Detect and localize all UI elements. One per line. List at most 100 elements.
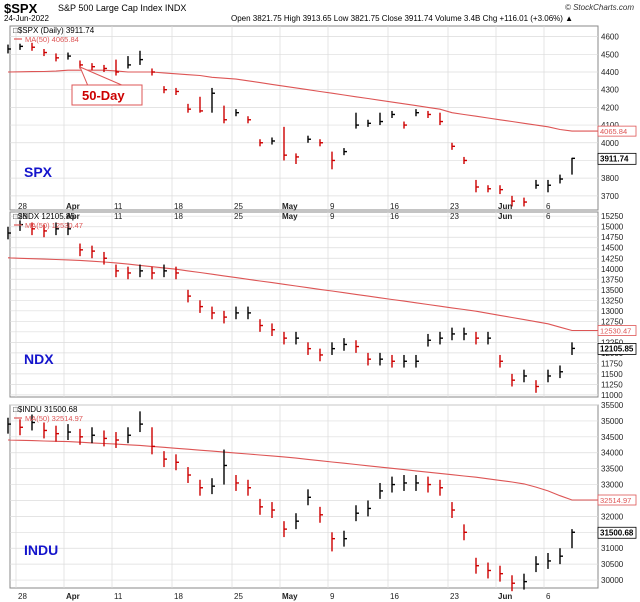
ohlc-bar <box>343 338 347 351</box>
symbol-title: $SPX <box>4 1 38 16</box>
y-tick-label: 12750 <box>601 317 624 326</box>
x-tick-label: 9 <box>330 592 335 601</box>
brand-credit: © StockCharts.com <box>564 3 634 12</box>
ma50-line <box>7 257 598 332</box>
y-tick-label: 13500 <box>601 286 624 295</box>
ohlc-bar <box>331 532 335 552</box>
ohlc-bar <box>547 552 551 569</box>
ohlc-bar <box>379 352 383 366</box>
ohlc-bar <box>511 373 515 387</box>
ohlc-bar <box>187 289 191 303</box>
ohlc-bar <box>235 306 239 320</box>
ohlc-bar <box>319 348 323 362</box>
panel-label: SPX <box>24 164 53 180</box>
ohlc-bar <box>295 331 299 345</box>
ohlc-bar <box>151 266 155 280</box>
ohlc-bar <box>415 475 419 491</box>
ohlc-bar <box>91 63 95 71</box>
ohlc-bar <box>31 414 35 431</box>
x-tick-label: May <box>282 212 298 221</box>
ohlc-bar <box>439 112 443 126</box>
ohlc-bar <box>139 50 143 65</box>
y-tick-label: 30000 <box>601 576 624 585</box>
x-tick-label: 6 <box>546 212 551 221</box>
ohlc-bar <box>199 479 203 496</box>
last-price-tag <box>597 152 637 165</box>
y-tick-label: 4600 <box>601 33 619 42</box>
ohlc-bar <box>451 327 455 341</box>
ohlc-bar <box>523 573 527 590</box>
y-tick-label: 34000 <box>601 449 624 458</box>
ohlc-bar <box>559 548 563 565</box>
x-tick-label: May <box>282 202 298 211</box>
x-tick-label: May <box>282 592 298 601</box>
ohlc-bar <box>115 432 119 448</box>
ohlc-bar <box>223 449 227 485</box>
ohlc-bar <box>355 505 359 522</box>
ma-callout-label: 50-Day <box>82 88 125 103</box>
ohlc-bar <box>163 264 167 278</box>
ohlc-bar <box>127 56 131 69</box>
ohlc-bar <box>367 352 371 366</box>
ohlc-bar <box>31 42 35 51</box>
ohlc-bar <box>451 142 455 150</box>
quote-summary: Open 3821.75 High 3913.65 Low 3821.75 Cl… <box>231 14 574 23</box>
ohlc-bar <box>103 64 107 72</box>
ma-price-tag-text: 32514.97 <box>600 496 631 505</box>
ohlc-bar <box>511 195 515 207</box>
panel-label: NDX <box>24 351 54 367</box>
x-tick-label: Apr <box>66 592 80 601</box>
x-tick-label: 25 <box>234 592 243 601</box>
ohlc-bar <box>535 556 539 573</box>
ohlc-bar <box>547 369 551 383</box>
ma-legend: MA(50) 32514.97 <box>25 414 83 423</box>
ohlc-bar <box>499 354 503 368</box>
ohlc-bar <box>91 245 95 259</box>
y-tick-label: 35500 <box>601 401 624 410</box>
ma50-line <box>7 69 598 132</box>
ohlc-bar <box>571 342 575 355</box>
panel-frame <box>9 25 599 211</box>
ohlc-bar <box>103 430 107 447</box>
y-tick-label: 30500 <box>601 560 624 569</box>
ohlc-bar <box>223 105 227 124</box>
ohlc-bar <box>259 139 263 147</box>
ohlc-bar <box>127 427 131 444</box>
x-tick-label: Apr <box>66 202 80 211</box>
ohlc-bar <box>283 521 287 538</box>
ohlc-bar <box>487 331 491 345</box>
ohlc-bar <box>7 226 11 240</box>
ohlc-bar <box>319 139 323 147</box>
ohlc-bar <box>247 479 251 496</box>
ohlc-bar <box>175 87 179 95</box>
ohlc-bar <box>115 264 119 278</box>
ohlc-bar <box>379 482 383 499</box>
ohlc-bar <box>19 43 23 50</box>
ohlc-bar <box>211 87 215 113</box>
last-price-tag-text: 12105.85 <box>600 344 634 353</box>
last-price-tag-text: 3911.74 <box>600 154 629 163</box>
ohlc-bar <box>295 513 299 530</box>
ohlc-bar <box>355 340 359 353</box>
x-tick-label: Jun <box>498 592 512 601</box>
ohlc-bar <box>535 380 539 393</box>
ohlc-bar <box>295 153 299 164</box>
y-tick-label: 14000 <box>601 265 624 274</box>
ohlc-bar <box>535 179 539 189</box>
y-tick-label: 3700 <box>601 192 619 201</box>
ohlc-bar <box>271 323 275 337</box>
y-tick-label: 13750 <box>601 275 624 284</box>
ohlc-bar <box>487 562 491 579</box>
chart-date: 24-Jun-2022 <box>4 14 49 23</box>
ohlc-bar <box>439 479 443 496</box>
ohlc-bar <box>127 266 131 280</box>
x-tick-label: 6 <box>546 592 551 601</box>
ohlc-bar <box>391 354 395 368</box>
y-tick-label: 4400 <box>601 68 619 77</box>
y-tick-label: 4000 <box>601 139 619 148</box>
ohlc-bar <box>7 44 11 54</box>
x-tick-label: 16 <box>390 592 399 601</box>
y-tick-label: 11000 <box>601 391 623 400</box>
ohlc-bar <box>307 135 311 143</box>
ohlc-bar <box>67 222 71 236</box>
